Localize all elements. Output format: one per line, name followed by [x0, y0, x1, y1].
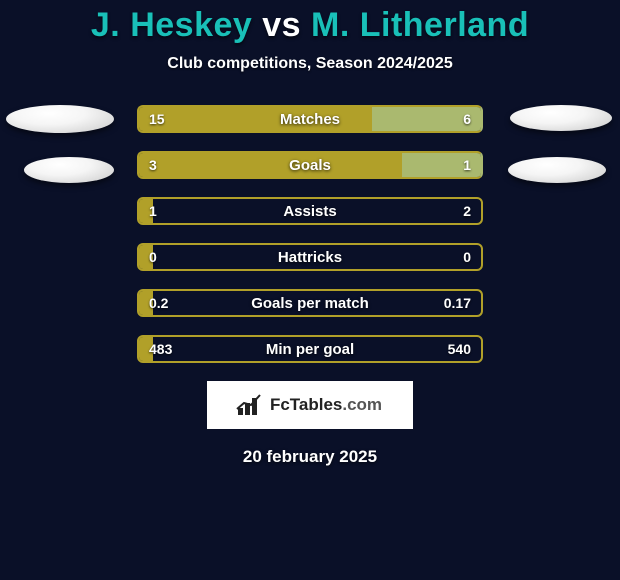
- subtitle: Club competitions, Season 2024/2025: [0, 55, 620, 73]
- chart-icon: [238, 395, 264, 415]
- stat-label: Min per goal: [139, 337, 481, 361]
- stat-row-matches: 15 6 Matches: [137, 105, 483, 133]
- logo-box[interactable]: FcTables.com: [207, 381, 413, 429]
- stat-row-hattricks: 0 0 Hattricks: [137, 243, 483, 271]
- title-player1: J. Heskey: [91, 6, 252, 44]
- page-title: J. Heskey vs M. Litherland: [0, 6, 620, 45]
- comparison-card: J. Heskey vs M. Litherland Club competit…: [0, 0, 620, 580]
- stat-label: Matches: [139, 107, 481, 131]
- title-player2: M. Litherland: [311, 6, 529, 44]
- logo-domain: .com: [342, 395, 382, 415]
- stat-row-goals-per-match: 0.2 0.17 Goals per match: [137, 289, 483, 317]
- date-text: 20 february 2025: [0, 447, 620, 467]
- logo-brand: FcTables: [270, 395, 342, 415]
- stat-row-assists: 1 2 Assists: [137, 197, 483, 225]
- logo-text: FcTables.com: [270, 395, 382, 415]
- stat-label: Assists: [139, 199, 481, 223]
- title-vs: vs: [262, 6, 301, 44]
- stat-label: Goals per match: [139, 291, 481, 315]
- avatar-placeholder-left-2: [24, 157, 114, 183]
- stats-bars: 15 6 Matches 3 1 Goals 1 2 Assists: [137, 105, 483, 363]
- avatar-placeholder-left-1: [6, 105, 114, 133]
- stat-row-goals: 3 1 Goals: [137, 151, 483, 179]
- stat-label: Goals: [139, 153, 481, 177]
- stat-label: Hattricks: [139, 245, 481, 269]
- avatar-placeholder-right-1: [510, 105, 612, 131]
- avatar-placeholder-right-2: [508, 157, 606, 183]
- content-area: 15 6 Matches 3 1 Goals 1 2 Assists: [0, 105, 620, 467]
- stat-row-min-per-goal: 483 540 Min per goal: [137, 335, 483, 363]
